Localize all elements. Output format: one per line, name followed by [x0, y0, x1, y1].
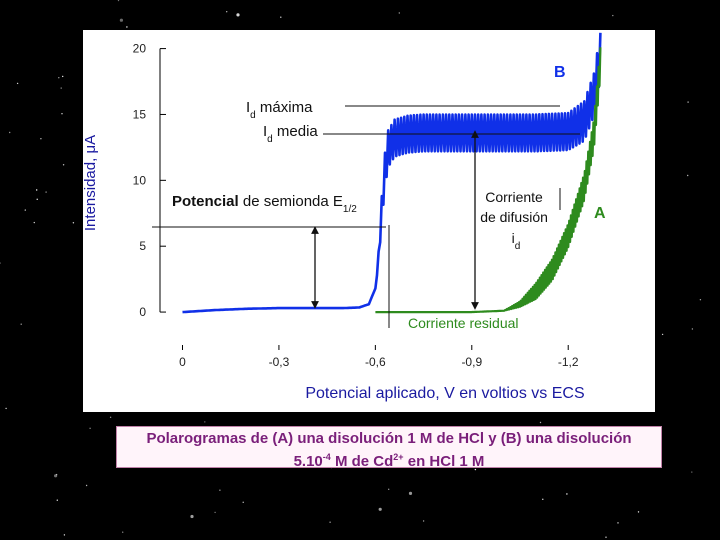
star [33, 221, 35, 224]
y-tick-label: 20 [133, 42, 147, 56]
figure-caption: Polarogramas de (A) una disolución 1 M d… [116, 426, 662, 470]
star [85, 484, 88, 487]
star [542, 498, 544, 500]
x-tick-label: -0,6 [365, 355, 386, 369]
y-tick-label: 15 [133, 107, 147, 121]
y-tick-label: 5 [139, 239, 146, 253]
star [226, 11, 228, 13]
star [5, 407, 7, 410]
star [62, 164, 65, 166]
star [54, 474, 58, 478]
x-axis-label: Potencial aplicado, V en voltios vs ECS [305, 385, 584, 402]
star [36, 198, 38, 200]
star [691, 471, 693, 473]
star [36, 189, 38, 191]
star [699, 299, 702, 301]
x-tick-label: -0,3 [269, 355, 290, 369]
chart-series [182, 32, 602, 314]
residual-current-label: Corriente residual [408, 315, 519, 331]
star [398, 12, 400, 14]
star [119, 18, 123, 22]
half-wave-potential-label: Potencial de semionda E1/2 [172, 193, 357, 215]
diffusion-current-label: Corriente de difusión id [480, 189, 552, 252]
star [16, 82, 19, 85]
star [687, 174, 689, 177]
star [0, 262, 1, 264]
series-label-a: A [594, 205, 606, 222]
star [539, 421, 542, 424]
star [422, 520, 425, 522]
star [687, 101, 689, 103]
star [661, 333, 664, 336]
star [612, 14, 614, 17]
chart-panel [83, 30, 655, 412]
star [691, 328, 694, 330]
star [408, 491, 413, 495]
star [280, 16, 282, 18]
star [89, 427, 91, 429]
chart-annotations: Potencial aplicado, V en voltios vs ECS … [82, 64, 606, 402]
star [45, 191, 47, 193]
id-max-label: Id máxima [246, 99, 313, 121]
star [109, 416, 112, 418]
star [62, 75, 64, 78]
x-tick-label: -0,9 [461, 355, 482, 369]
star [566, 493, 568, 495]
series-label-b: B [554, 64, 566, 81]
series-line-a [375, 47, 602, 314]
star [72, 222, 75, 224]
star [204, 421, 206, 423]
star [605, 536, 607, 538]
caption-line-2: 5.10-4 M de Cd2+ en HCl 1 M [293, 452, 485, 470]
star [9, 131, 11, 134]
star [378, 507, 382, 511]
star [60, 87, 62, 89]
star [117, 0, 120, 2]
y-tick-label: 0 [139, 305, 146, 319]
x-tick-label: -1,2 [558, 355, 579, 369]
star [637, 511, 640, 513]
y-axis-label: Intensidad, μA [82, 135, 99, 231]
y-tick-label: 10 [133, 173, 147, 187]
star [58, 77, 60, 79]
star [24, 209, 26, 211]
star [61, 113, 63, 115]
star [56, 499, 58, 501]
star [617, 522, 619, 524]
star [236, 13, 240, 17]
star [388, 488, 390, 490]
series-line-b [182, 32, 602, 314]
star [126, 26, 128, 28]
id-mean-label: Id media [263, 123, 318, 145]
star [63, 534, 66, 536]
star [329, 521, 331, 523]
star [55, 473, 58, 476]
chart-ticks: 0 5 10 15 20 0 -0,3 -0,6 -0,9 -1,2 [133, 42, 579, 369]
star [474, 468, 477, 471]
star [190, 514, 194, 519]
star [20, 323, 22, 325]
star [40, 138, 42, 140]
star [214, 511, 216, 514]
star [242, 501, 244, 503]
caption-line-1: Polarogramas de (A) una disolución 1 M d… [146, 430, 632, 447]
star [219, 489, 221, 491]
star [122, 531, 124, 533]
x-tick-label: 0 [179, 355, 186, 369]
